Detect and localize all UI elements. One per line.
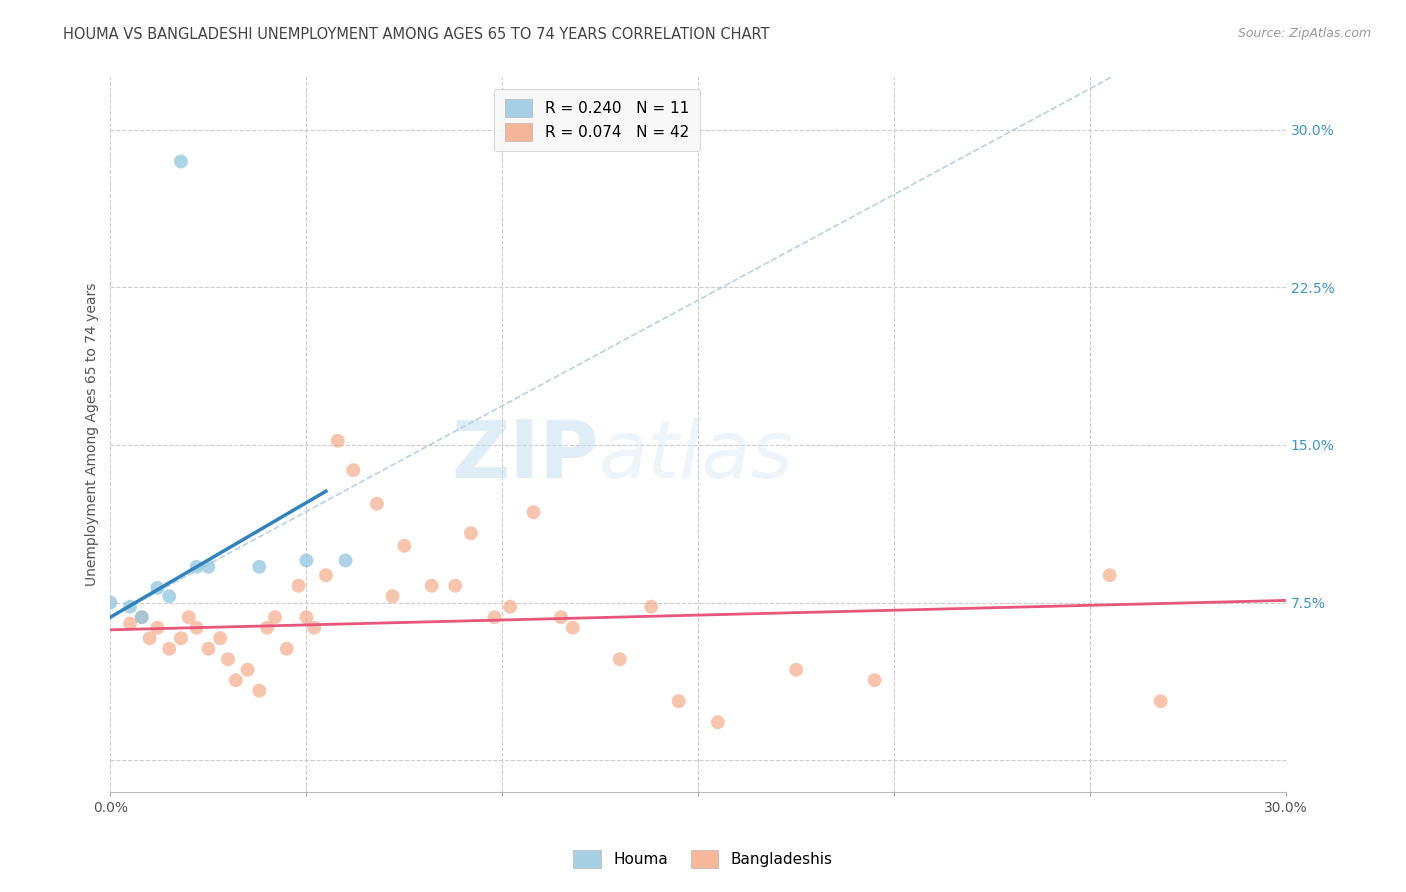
- Point: [561, 621, 583, 635]
- Point: [225, 673, 247, 688]
- Point: [342, 463, 364, 477]
- Point: [118, 599, 141, 614]
- Point: [186, 559, 208, 574]
- Point: [197, 641, 219, 656]
- Point: [170, 631, 193, 645]
- Point: [1149, 694, 1171, 708]
- Point: [863, 673, 886, 688]
- Point: [197, 559, 219, 574]
- Point: [295, 553, 318, 567]
- Point: [118, 616, 141, 631]
- Point: [177, 610, 200, 624]
- Point: [302, 621, 325, 635]
- Text: Source: ZipAtlas.com: Source: ZipAtlas.com: [1237, 27, 1371, 40]
- Legend: Houma, Bangladeshis: Houma, Bangladeshis: [561, 838, 845, 880]
- Point: [170, 154, 193, 169]
- Point: [394, 539, 416, 553]
- Point: [146, 581, 169, 595]
- Point: [146, 621, 169, 635]
- Point: [1098, 568, 1121, 582]
- Point: [366, 497, 388, 511]
- Point: [276, 641, 298, 656]
- Point: [326, 434, 349, 448]
- Point: [499, 599, 522, 614]
- Point: [247, 559, 270, 574]
- Text: HOUMA VS BANGLADESHI UNEMPLOYMENT AMONG AGES 65 TO 74 YEARS CORRELATION CHART: HOUMA VS BANGLADESHI UNEMPLOYMENT AMONG …: [63, 27, 769, 42]
- Point: [640, 599, 662, 614]
- Point: [523, 505, 546, 519]
- Point: [460, 526, 482, 541]
- Text: atlas: atlas: [599, 417, 793, 495]
- Point: [315, 568, 337, 582]
- Point: [420, 579, 443, 593]
- Point: [550, 610, 572, 624]
- Point: [209, 631, 232, 645]
- Point: [264, 610, 287, 624]
- Point: [609, 652, 631, 666]
- Point: [138, 631, 160, 645]
- Point: [131, 610, 153, 624]
- Point: [335, 553, 357, 567]
- Point: [100, 595, 122, 609]
- Point: [131, 610, 153, 624]
- Point: [217, 652, 239, 666]
- Point: [186, 621, 208, 635]
- Point: [785, 663, 807, 677]
- Point: [157, 589, 180, 603]
- Point: [381, 589, 404, 603]
- Point: [444, 579, 467, 593]
- Point: [157, 641, 180, 656]
- Point: [295, 610, 318, 624]
- Point: [668, 694, 690, 708]
- Point: [247, 683, 270, 698]
- Point: [287, 579, 309, 593]
- Point: [484, 610, 506, 624]
- Point: [707, 715, 730, 730]
- Legend: R = 0.240   N = 11, R = 0.074   N = 42: R = 0.240 N = 11, R = 0.074 N = 42: [495, 88, 700, 152]
- Y-axis label: Unemployment Among Ages 65 to 74 years: Unemployment Among Ages 65 to 74 years: [86, 283, 100, 586]
- Point: [236, 663, 259, 677]
- Text: ZIP: ZIP: [451, 417, 599, 495]
- Point: [256, 621, 278, 635]
